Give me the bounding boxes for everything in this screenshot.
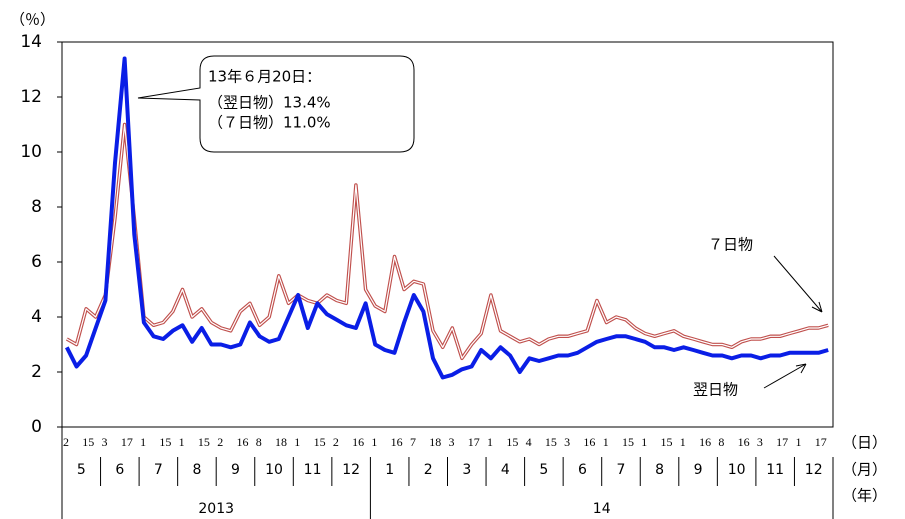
legend-label: 翌日物 [693,381,738,399]
x-tick-label: 15 [159,435,171,449]
x-tick-label: 16 [391,435,403,449]
x-tick-label: 17 [815,435,827,449]
month-label: 1 [385,462,394,478]
x-unit: （月） [842,461,887,479]
x-tick-label: 17 [468,435,480,449]
series-line-inner [66,123,829,359]
y-tick-label: 6 [31,252,42,272]
x-tick-label: 15 [314,435,326,449]
x-tick-label: 1 [371,435,377,449]
x-tick-label: 16 [699,435,711,449]
month-label: 10 [728,462,746,478]
callout-box [137,55,415,153]
x-unit: （日） [842,434,887,452]
x-tick-label: 3 [102,435,108,449]
month-label: 7 [617,462,626,478]
month-label: 6 [578,462,587,478]
plot-frame [61,41,834,428]
month-label: 12 [805,462,823,478]
legend-label: ７日物 [708,236,753,254]
annotation: （７日物）11.0% [208,114,331,132]
x-tick-label: 8 [256,435,262,449]
y-tick-label: 8 [31,197,42,217]
month-label: 12 [342,462,360,478]
year-label: 14 [593,501,611,517]
x-tick-label: 17 [776,435,788,449]
x-tick-label: 1 [294,435,300,449]
x-tick-label: 1 [603,435,609,449]
month-label: 9 [694,462,703,478]
x-tick-label: 18 [275,435,287,449]
month-label: 7 [154,462,163,478]
y-tick-label: 14 [20,32,42,52]
x-tick-label: 8 [718,435,724,449]
x-tick-label: 3 [564,435,570,449]
x-tick-label: 4 [526,435,532,449]
month-label: 8 [655,462,664,478]
x-tick-label: 2 [63,435,69,449]
x-tick-label: 16 [738,435,750,449]
x-tick-label: 2 [333,435,339,449]
y-tick-label: 12 [20,87,42,107]
x-tick-label: 1 [680,435,686,449]
month-label: 5 [77,462,86,478]
y-tick-label: 2 [31,362,42,382]
month-label: 8 [192,462,201,478]
x-tick-label: 1 [795,435,801,449]
annotation: 13年６月20日： [208,68,321,86]
x-tick-label: 1 [179,435,185,449]
x-tick-label: 15 [82,435,94,449]
x-tick-label: 15 [198,435,210,449]
x-tick-label: 1 [641,435,647,449]
month-label: 9 [231,462,240,478]
y-tick-label: 4 [31,307,42,327]
x-tick-label: 18 [429,435,441,449]
month-label: 2 [424,462,433,478]
x-tick-label: 3 [757,435,763,449]
x-tick-label: 3 [449,435,455,449]
x-tick-label: 16 [352,435,364,449]
month-label: 5 [539,462,548,478]
y-unit: （％） [10,11,55,29]
x-tick-label: 1 [487,435,493,449]
legend-arrow [773,255,823,313]
month-label: 11 [304,462,322,478]
month-label: 10 [265,462,283,478]
x-tick-label: 15 [661,435,673,449]
month-label: 11 [766,462,784,478]
x-tick-label: 16 [236,435,248,449]
y-tick-label: 10 [20,142,42,162]
y-tick-label: 0 [31,417,42,437]
year-label: 2013 [198,501,234,517]
x-tick-label: 17 [121,435,133,449]
x-tick-label: 15 [545,435,557,449]
month-label: 4 [501,462,510,478]
x-tick-label: 2 [217,435,223,449]
month-label: 3 [462,462,471,478]
series-line [65,56,829,380]
annotation: （翌日物）13.4% [208,94,331,112]
x-tick-label: 1 [140,435,146,449]
x-unit: （年） [842,487,887,505]
x-tick-label: 15 [506,435,518,449]
x-tick-label: 16 [583,435,595,449]
x-tick-label: 15 [622,435,634,449]
month-label: 6 [115,462,124,478]
x-tick-label: 7 [410,435,416,449]
legend-arrow [763,363,807,389]
